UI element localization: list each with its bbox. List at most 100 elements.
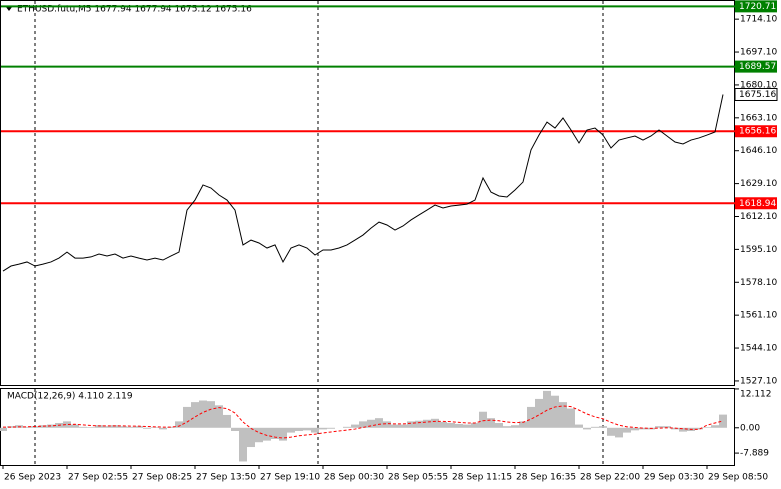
macd-bar xyxy=(487,418,495,428)
macd-bar xyxy=(567,408,575,428)
y-tick-label: 1544.10 xyxy=(740,344,777,354)
macd-bar xyxy=(471,422,479,428)
macd-bar xyxy=(71,424,79,428)
x-tick-label: 27 Sep 19:10 xyxy=(260,473,320,483)
macd-bar xyxy=(511,425,519,428)
macd-bar xyxy=(287,427,295,433)
macd-bar xyxy=(151,427,159,428)
macd-bar xyxy=(639,427,647,430)
macd-bar xyxy=(479,411,487,428)
macd-bar xyxy=(23,426,31,428)
main-frame xyxy=(0,0,735,386)
price-level-tag xyxy=(735,197,777,210)
macd-bar xyxy=(199,400,207,428)
macd-bar xyxy=(575,424,583,428)
macd-bar xyxy=(111,425,119,428)
x-tick-label: 26 Sep 2023 xyxy=(4,473,61,483)
macd-bar xyxy=(303,427,311,431)
y-tick-label: 1578.10 xyxy=(740,278,777,288)
y-tick-label: -7.889 xyxy=(740,449,769,459)
macd-bar xyxy=(615,427,623,438)
macd-bar xyxy=(135,426,143,428)
macd-bar xyxy=(143,427,151,429)
y-tick-label: 1714.10 xyxy=(740,15,777,25)
macd-bar xyxy=(319,427,327,430)
macd-bar xyxy=(719,414,727,428)
y-tick-label: 1527.10 xyxy=(740,376,777,386)
macd-bar xyxy=(103,426,111,428)
macd-bar xyxy=(295,427,303,431)
macd-bar xyxy=(415,420,423,428)
macd-bar xyxy=(455,423,463,428)
macd-bar xyxy=(271,427,279,440)
x-tick-label: 27 Sep 08:25 xyxy=(132,473,192,483)
x-tick-label: 29 Sep 03:30 xyxy=(644,473,704,483)
macd-bar xyxy=(0,427,7,431)
macd-bar xyxy=(159,427,167,430)
macd-bar xyxy=(207,401,215,428)
macd-bar xyxy=(551,395,559,428)
y-tick-label: 1595.10 xyxy=(740,245,777,255)
macd-bar xyxy=(359,421,367,428)
x-tick-label: 27 Sep 02:55 xyxy=(68,473,128,483)
price-level-label: 1689.57 xyxy=(739,62,776,72)
x-tick-label: 29 Sep 08:50 xyxy=(708,473,768,483)
macd-bar xyxy=(623,427,631,433)
x-tick-label: 28 Sep 11:15 xyxy=(452,473,512,483)
y-tick-label: 1612.10 xyxy=(740,212,777,222)
y-tick-label: 1680.10 xyxy=(740,80,777,90)
macd-bar xyxy=(543,390,551,428)
macd-bar xyxy=(535,398,543,428)
price-level-label: 1720.71 xyxy=(739,2,776,12)
price-level-tag xyxy=(735,60,777,73)
macd-bar xyxy=(703,427,711,428)
macd-bar xyxy=(47,424,55,428)
x-tick-label: 27 Sep 13:50 xyxy=(196,473,256,483)
macd-bar xyxy=(79,426,87,428)
macd-bar xyxy=(607,427,615,436)
macd-bar xyxy=(375,418,383,428)
macd-bar xyxy=(255,427,263,443)
macd-bar xyxy=(663,426,671,428)
macd-bar xyxy=(263,427,271,441)
y-tick-label: 12.112 xyxy=(740,390,772,400)
y-tick-label: 1646.10 xyxy=(740,146,777,156)
macd-bar xyxy=(399,424,407,428)
macd-bar xyxy=(327,427,335,429)
macd-bar xyxy=(527,406,535,428)
macd-bar xyxy=(127,426,135,428)
current-price-tag xyxy=(734,87,778,101)
y-tick-label: 1561.10 xyxy=(740,311,777,321)
macd-bar xyxy=(599,426,607,428)
macd-frame xyxy=(0,388,735,466)
macd-bar xyxy=(239,427,247,462)
macd-bar xyxy=(119,426,127,428)
macd-bar xyxy=(215,405,223,428)
y-tick-label: 1697.10 xyxy=(740,48,777,58)
macd-bar xyxy=(695,427,703,430)
x-tick-label: 28 Sep 16:35 xyxy=(516,473,576,483)
macd-bar xyxy=(183,406,191,428)
macd-bar xyxy=(519,421,527,428)
macd-bar xyxy=(87,427,95,428)
macd-bar xyxy=(95,425,103,428)
macd-bar xyxy=(63,421,71,428)
macd-bar xyxy=(175,421,183,428)
macd-bar xyxy=(279,427,287,441)
macd-bar xyxy=(391,424,399,428)
price-level-label: 1656.16 xyxy=(739,127,776,137)
macd-bar xyxy=(559,402,567,428)
macd-bar xyxy=(167,426,175,428)
chart-title: ETHUSD.futu,M5 1677.94 1677.94 1675.12 1… xyxy=(17,5,252,15)
price-line xyxy=(2,94,724,272)
signal-line xyxy=(3,405,724,439)
macd-bar xyxy=(679,427,687,432)
macd-bar xyxy=(583,427,591,430)
macd-bar xyxy=(463,424,471,428)
macd-bar xyxy=(343,426,351,428)
macd-bar xyxy=(495,422,503,428)
current-price-label: 1675.16 xyxy=(739,90,776,100)
x-tick-label: 28 Sep 00:30 xyxy=(324,473,384,483)
macd-bar xyxy=(351,424,359,428)
